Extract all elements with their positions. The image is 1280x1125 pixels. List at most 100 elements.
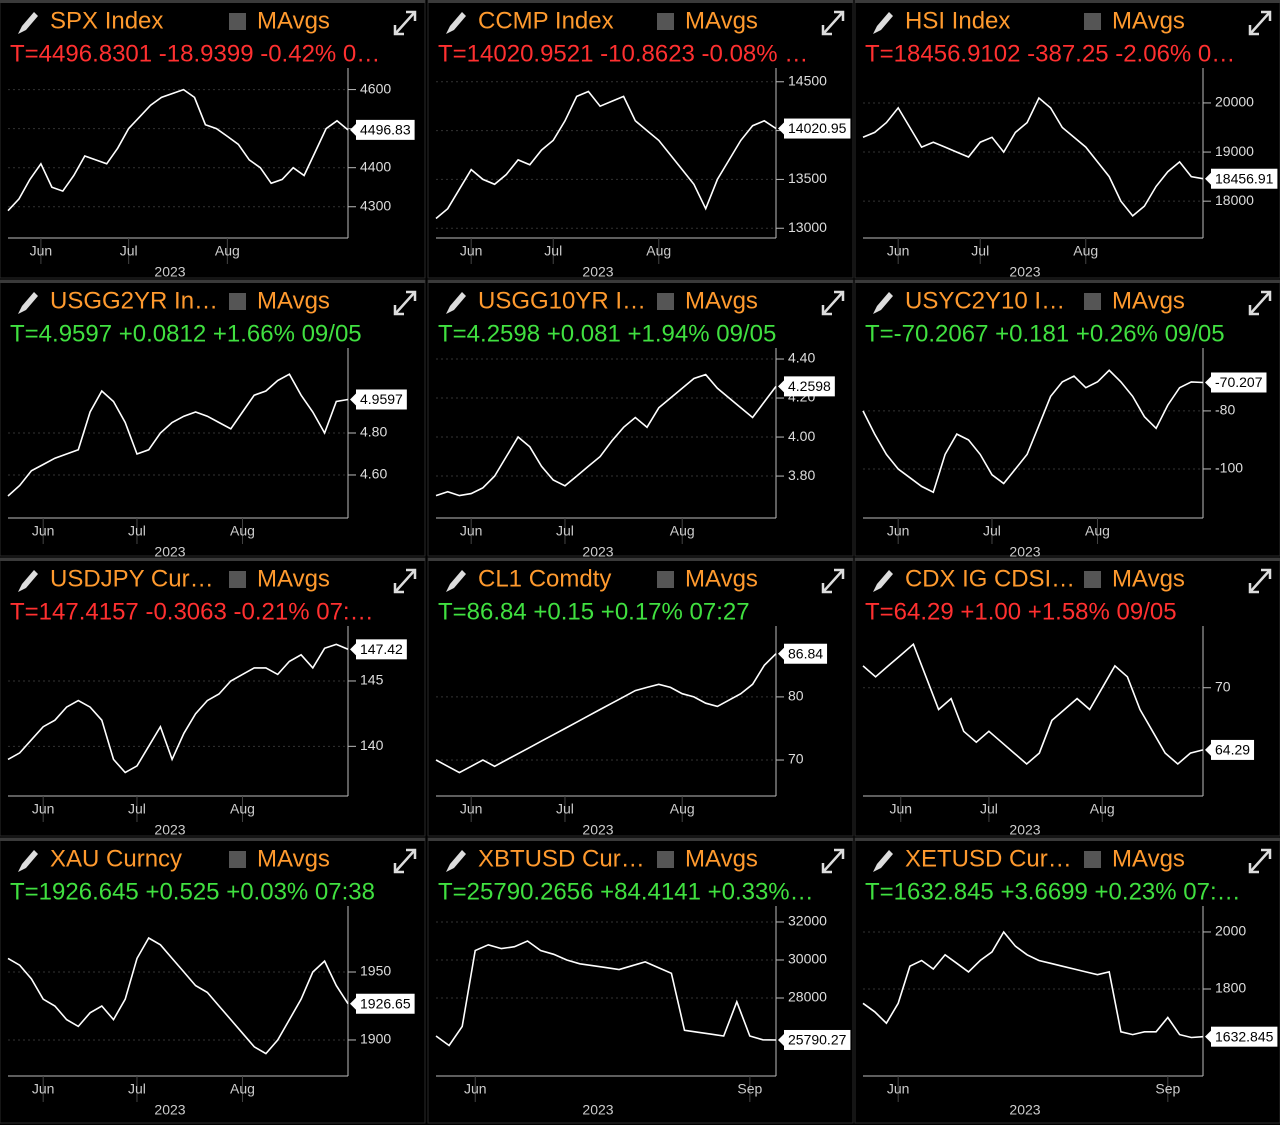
expand-icon[interactable]	[393, 290, 417, 316]
pencil-icon[interactable]	[446, 12, 466, 34]
last-value-label: 4496.83	[360, 122, 411, 138]
pencil-icon[interactable]	[18, 570, 38, 592]
chart-title[interactable]: XAU Curncy	[50, 845, 182, 872]
price-line	[435, 90, 777, 220]
expand-icon[interactable]	[821, 10, 845, 36]
last-value-arrow	[778, 1032, 785, 1047]
legend-label: MAvgs	[1112, 287, 1185, 314]
legend-label: MAvgs	[257, 565, 330, 592]
last-value-box	[784, 1029, 851, 1050]
last-value-label: 147.42	[360, 641, 403, 657]
x-tick-label: Jul	[120, 243, 138, 259]
chart-title[interactable]: USGG2YR In…	[50, 287, 218, 314]
legend-checkbox[interactable]	[1084, 293, 1101, 310]
chart-title[interactable]: CL1 Comdty	[478, 565, 611, 592]
chart-panel: CDX IG CDSI… MAvgs T=64.29 +1.00 +1.58% 09…	[854, 557, 1280, 838]
tab-bar	[428, 838, 853, 841]
legend-checkbox[interactable]	[229, 851, 246, 868]
expand-icon[interactable]	[1248, 10, 1272, 36]
quote-line: T=4496.8301 -18.9399 -0.42% 0…	[10, 40, 380, 67]
chart-title[interactable]: XBTUSD Cur…	[478, 845, 645, 872]
chart-title[interactable]: USYC2Y10 I…	[905, 287, 1065, 314]
x-tick-label: Jul	[983, 523, 1001, 539]
expand-icon[interactable]	[1248, 568, 1272, 594]
expand-icon[interactable]	[821, 848, 845, 874]
last-value-arrow	[778, 121, 785, 136]
x-tick-label: Jun	[464, 1081, 487, 1097]
y-tick-label: 13500	[788, 170, 827, 186]
legend-checkbox[interactable]	[657, 851, 674, 868]
x-year-label: 2023	[1009, 264, 1040, 280]
last-value-label: 4.9597	[360, 391, 403, 407]
tab-bar	[428, 558, 853, 561]
legend-checkbox[interactable]	[1084, 851, 1101, 868]
last-value-label: 1632.845	[1215, 1028, 1274, 1044]
x-tick-label: Jun	[30, 243, 53, 259]
tab-bar	[0, 558, 425, 561]
x-tick-label: Aug	[670, 523, 695, 539]
expand-icon[interactable]	[393, 568, 417, 594]
y-tick-label: 2000	[1215, 923, 1246, 939]
legend-label: MAvgs	[685, 565, 758, 592]
expand-icon[interactable]	[1248, 290, 1272, 316]
expand-icon[interactable]	[821, 290, 845, 316]
tab-bar	[0, 0, 425, 3]
chart-title[interactable]: USDJPY Cur…	[50, 565, 214, 592]
x-tick-label: Sep	[1155, 1081, 1180, 1097]
y-tick-label: 4600	[360, 80, 391, 96]
tab-bar	[0, 280, 425, 283]
chart-title[interactable]: CDX IG CDSI…	[905, 565, 1075, 592]
quote-line: T=25790.2656 +84.4141 +0.33%…	[438, 878, 814, 905]
pencil-icon[interactable]	[18, 850, 38, 872]
pencil-icon[interactable]	[18, 292, 38, 314]
pencil-icon[interactable]	[18, 12, 38, 34]
panel-frame	[854, 557, 1280, 837]
pencil-icon[interactable]	[446, 850, 466, 872]
expand-icon[interactable]	[393, 10, 417, 36]
x-tick-label: Jun	[32, 523, 55, 539]
quote-line: T=86.84 +0.15 +0.17% 07:27	[438, 598, 750, 625]
price-line	[7, 643, 349, 774]
legend-checkbox[interactable]	[229, 13, 246, 30]
chart-title[interactable]: SPX Index	[50, 7, 163, 34]
chart-title[interactable]: CCMP Index	[478, 7, 614, 34]
x-tick-label: Jun	[887, 243, 910, 259]
legend-checkbox[interactable]	[1084, 571, 1101, 588]
legend-checkbox[interactable]	[657, 13, 674, 30]
last-value-arrow	[350, 392, 357, 407]
chart-title[interactable]: XETUSD Cur…	[905, 845, 1072, 872]
pencil-icon[interactable]	[873, 570, 893, 592]
x-year-label: 2023	[1009, 1102, 1040, 1118]
chart-title[interactable]: HSI Index	[905, 7, 1010, 34]
y-tick-label: 1900	[360, 1031, 391, 1047]
legend-checkbox[interactable]	[1084, 13, 1101, 30]
legend-checkbox[interactable]	[657, 571, 674, 588]
x-tick-label: Jun	[32, 801, 55, 817]
x-tick-label: Sep	[737, 1081, 762, 1097]
panel-frame	[854, 0, 1280, 279]
x-tick-label: Jun	[887, 1081, 910, 1097]
legend-checkbox[interactable]	[229, 571, 246, 588]
panel-frame	[854, 279, 1280, 557]
pencil-icon[interactable]	[446, 292, 466, 314]
pencil-icon[interactable]	[873, 292, 893, 314]
legend-label: MAvgs	[257, 287, 330, 314]
expand-icon[interactable]	[821, 568, 845, 594]
x-tick-label: Jul	[971, 243, 989, 259]
last-value-box	[1211, 739, 1255, 760]
pencil-icon[interactable]	[873, 12, 893, 34]
y-tick-label: 4.40	[788, 350, 815, 366]
pencil-icon[interactable]	[446, 570, 466, 592]
pencil-icon[interactable]	[873, 850, 893, 872]
x-year-label: 2023	[154, 264, 185, 280]
tab-bar	[855, 0, 1280, 3]
last-value-label: 86.84	[788, 645, 823, 661]
last-value-label: 14020.95	[788, 120, 847, 136]
legend-checkbox[interactable]	[229, 293, 246, 310]
y-tick-label: 20000	[1215, 94, 1254, 110]
expand-icon[interactable]	[1248, 848, 1272, 874]
chart-title[interactable]: USGG10YR I…	[478, 287, 646, 314]
quote-line: T=1632.845 +3.6699 +0.23% 07:…	[865, 878, 1241, 905]
expand-icon[interactable]	[393, 848, 417, 874]
legend-checkbox[interactable]	[657, 293, 674, 310]
